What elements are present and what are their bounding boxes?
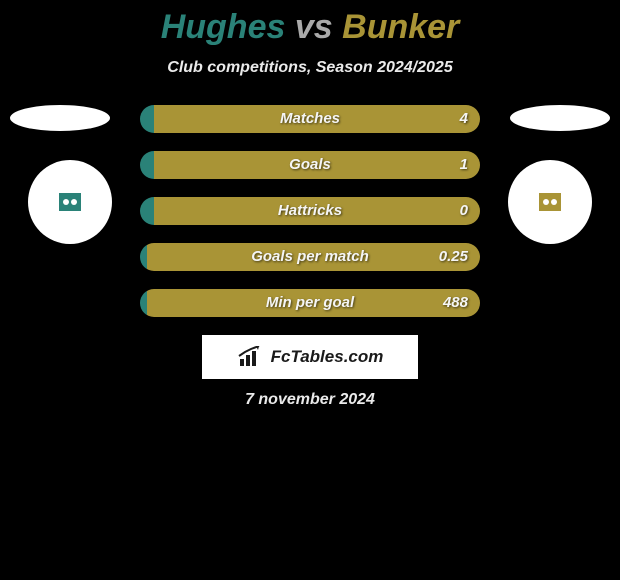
player2-avatar-icon	[539, 193, 561, 211]
logo-text: FcTables.com	[271, 347, 384, 367]
vs-separator: vs	[295, 8, 333, 46]
bar-left	[140, 197, 154, 225]
page-title: Hughes vs Bunker	[0, 8, 620, 47]
bar-left	[140, 243, 147, 271]
value-right: 0	[460, 197, 468, 225]
stat-row: 488 Min per goal	[140, 289, 480, 317]
right-ellipse	[510, 105, 610, 131]
stat-label: Matches	[280, 105, 340, 133]
stat-label: Min per goal	[266, 289, 354, 317]
bar-left	[140, 289, 147, 317]
stat-row: 0.25 Goals per match	[140, 243, 480, 271]
subtitle: Club competitions, Season 2024/2025	[0, 59, 620, 77]
compare-area: 4 Matches 1 Goals 0 Hattricks 0.25 Goals per ma…	[0, 105, 620, 409]
stat-label: Goals	[289, 151, 331, 179]
logo-box: FcTables.com	[202, 335, 418, 379]
stat-rows: 4 Matches 1 Goals 0 Hattricks 0.25 Goals per ma…	[140, 105, 480, 317]
value-right: 0.25	[439, 243, 468, 271]
bar-left	[140, 151, 154, 179]
footer-date: 7 november 2024	[0, 391, 620, 409]
value-right: 4	[460, 105, 468, 133]
value-right: 1	[460, 151, 468, 179]
stat-row: 0 Hattricks	[140, 197, 480, 225]
comparison-card: Hughes vs Bunker Club competitions, Seas…	[0, 0, 620, 409]
stat-label: Hattricks	[278, 197, 342, 225]
stat-row: 1 Goals	[140, 151, 480, 179]
left-ellipse	[10, 105, 110, 131]
player2-avatar	[508, 160, 592, 244]
chart-icon	[237, 346, 265, 368]
bar-left	[140, 105, 154, 133]
player1-name: Hughes	[161, 8, 286, 46]
player1-avatar	[28, 160, 112, 244]
stat-label: Goals per match	[251, 243, 369, 271]
player2-name: Bunker	[342, 8, 459, 46]
value-right: 488	[443, 289, 468, 317]
player1-avatar-icon	[59, 193, 81, 211]
stat-row: 4 Matches	[140, 105, 480, 133]
